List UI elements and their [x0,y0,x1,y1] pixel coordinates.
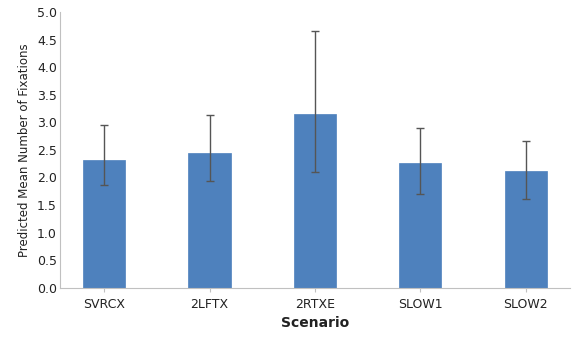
Bar [83,160,125,288]
Bar [294,114,336,288]
Y-axis label: Predicted Mean Number of Fixations: Predicted Mean Number of Fixations [18,43,32,257]
Bar [189,153,231,288]
Bar [399,163,441,288]
Bar [505,171,547,288]
X-axis label: Scenario: Scenario [281,316,349,330]
